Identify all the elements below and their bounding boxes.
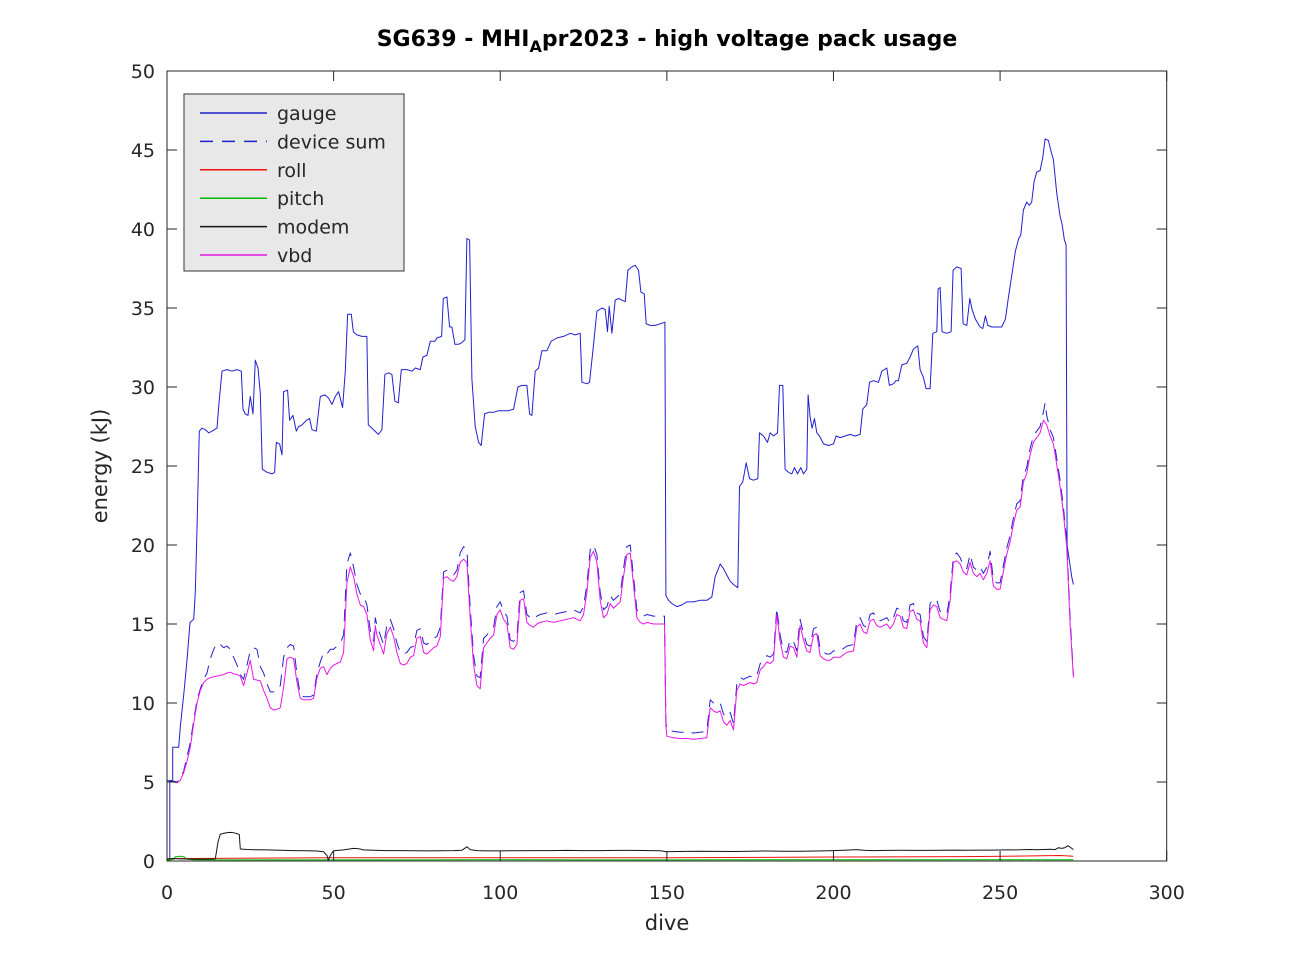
series-vbd-line	[167, 419, 1074, 784]
x-tick-label: 250	[982, 882, 1018, 904]
legend-item-vbd: vbd	[200, 245, 312, 267]
x-tick-label: 50	[322, 882, 346, 904]
series-roll-line	[166, 855, 1074, 860]
legend-label: roll	[277, 160, 307, 182]
y-tick-label: 0	[143, 851, 155, 873]
y-tick-label: 50	[131, 61, 155, 83]
y-tick-label: 15	[131, 614, 155, 636]
y-tick-label: 20	[131, 535, 155, 557]
legend-label: pitch	[277, 188, 324, 210]
chart-title: SG639 - MHIApr2023 - high voltage pack u…	[377, 27, 958, 56]
legend-box	[183, 93, 405, 272]
legend-label: modem	[277, 217, 349, 239]
y-tick-label: 10	[131, 693, 155, 715]
y-axis-label: energy (kJ)	[88, 409, 112, 524]
y-tick-label: 40	[131, 219, 155, 241]
legend-item-gauge: gauge	[200, 103, 337, 125]
legend-label: vbd	[277, 245, 312, 267]
legend-item-modem: modem	[200, 217, 349, 239]
legend-item-roll: roll	[200, 160, 307, 182]
x-tick-label: 300	[1149, 882, 1185, 904]
series-modem-line	[166, 831, 1074, 861]
series-pitch-line	[166, 855, 1074, 861]
legend-item-pitch: pitch	[200, 188, 324, 210]
tick-labels: 0 50 100 150 200 250 300 0 5 10 15 20 25 30 35 40 45 50	[131, 61, 1185, 904]
legend-item-device-sum: device sum	[200, 131, 386, 153]
x-tick-label: 100	[482, 882, 518, 904]
x-tick-label: 150	[649, 882, 685, 904]
y-tick-label: 5	[143, 772, 155, 794]
axes-group	[166, 70, 1168, 862]
y-tick-label: 35	[131, 298, 155, 320]
x-tick-label: 200	[815, 882, 851, 904]
chart-title-suffix: pr2023 - high voltage pack usage	[542, 27, 957, 52]
legend-label: device sum	[277, 131, 386, 153]
x-tick-label: 0	[161, 882, 173, 904]
chart-title-prefix: SG639 - MHI	[377, 27, 530, 52]
y-tick-label: 30	[131, 377, 155, 399]
chart-title-subscript: A	[529, 37, 542, 56]
x-axis-label: dive	[645, 911, 690, 935]
series-device-sum-line	[166, 402, 1074, 783]
legend-label: gauge	[277, 103, 337, 125]
legend: gauge device sum roll pitch modem vbd	[183, 93, 405, 272]
y-tick-label: 25	[131, 456, 155, 478]
y-tick-label: 45	[131, 140, 155, 162]
series-gauge-line	[169, 138, 1074, 861]
series-group	[166, 138, 1074, 861]
